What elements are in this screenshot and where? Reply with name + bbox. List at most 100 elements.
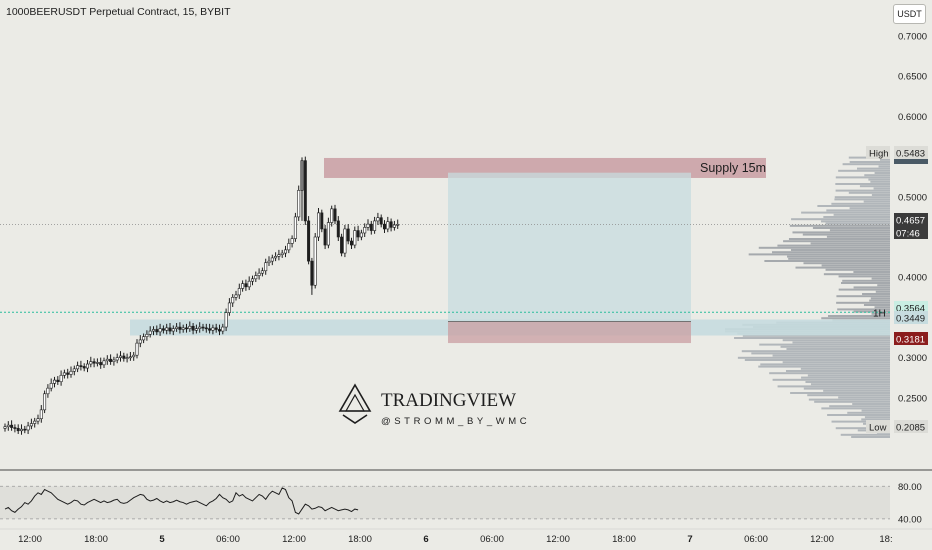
candle [33, 420, 37, 424]
candle [168, 327, 172, 332]
candle [185, 327, 189, 330]
logo-base [342, 414, 368, 424]
candle [376, 217, 380, 222]
rsi-band [0, 486, 890, 519]
profile-bar [842, 279, 890, 282]
candle [208, 328, 212, 331]
profile-bar [748, 253, 890, 256]
candle [353, 230, 357, 246]
candle [264, 262, 268, 272]
x-tick-label: 12:00 [18, 534, 42, 545]
profile-bar [842, 163, 890, 166]
candle [356, 230, 360, 238]
candle [307, 220, 311, 262]
high-value-bg [894, 146, 928, 159]
profile-bar [772, 354, 890, 357]
profile-bar [792, 231, 890, 234]
candle [125, 357, 129, 359]
profile-bar [853, 271, 890, 273]
x-tick-label: 12:00 [810, 534, 834, 545]
candle [267, 260, 271, 264]
profile-bar [800, 367, 890, 370]
profile-bar [877, 284, 890, 287]
candle [194, 328, 198, 331]
candle [23, 428, 27, 431]
profile-bar [838, 396, 890, 399]
profile-bar [838, 169, 890, 172]
profile-bar [812, 227, 890, 229]
candle [6, 424, 10, 428]
symbol-title: 1000BEERUSDT Perpetual Contract, 15, BYB… [6, 6, 231, 18]
rsi-line [4, 487, 359, 515]
high-value: 0.5483 [896, 149, 925, 160]
profile-bar [807, 394, 890, 397]
candle [69, 370, 73, 375]
profile-bar [831, 202, 890, 205]
profile-bar [792, 341, 890, 344]
candle [56, 379, 60, 383]
profile-bar [834, 196, 890, 199]
candle [218, 329, 222, 332]
profile-bar [788, 257, 890, 260]
candle [211, 327, 215, 331]
profile-bar [758, 246, 890, 249]
profile-bar [840, 433, 890, 436]
profile-bar [734, 337, 890, 339]
profile-bar [787, 255, 890, 258]
profile-bar [785, 370, 890, 372]
high-tag: High [869, 149, 889, 160]
candle [49, 383, 53, 389]
candle [109, 358, 113, 362]
x-tick-label: 18: [879, 534, 892, 545]
profile-bar [864, 416, 890, 419]
profile-bar [772, 251, 890, 254]
candle [62, 372, 66, 376]
candle [214, 327, 218, 330]
candle [89, 361, 93, 365]
y-tick-label: 0.2500 [898, 393, 927, 404]
candle [224, 312, 228, 328]
candle [270, 257, 274, 262]
low-value-bg [894, 420, 928, 433]
profile-bar [827, 315, 890, 317]
profile-bar [836, 301, 890, 304]
profile-bar [751, 352, 890, 355]
profile-bar [863, 304, 890, 306]
candle [234, 294, 238, 298]
stop-badge: 0.3181 [896, 335, 925, 346]
candle [313, 236, 317, 286]
candle [188, 325, 192, 329]
profile-bar [803, 387, 890, 390]
candle [241, 283, 245, 289]
candle [251, 278, 255, 282]
countdown-badge-bg [894, 226, 928, 239]
profile-bar [790, 249, 890, 251]
x-tick-label: 18:00 [612, 534, 636, 545]
x-tick-label: 18:00 [348, 534, 372, 545]
candle [112, 359, 116, 362]
candle [373, 220, 377, 231]
candle [16, 428, 20, 432]
candle [142, 336, 146, 341]
profile-bar [835, 189, 890, 192]
currency-button[interactable]: USDT [893, 4, 926, 24]
low-tag: Low [869, 423, 887, 434]
profile-bar [870, 180, 890, 183]
profile-bar [802, 233, 890, 236]
profile-bar [871, 194, 890, 196]
profile-bar [808, 398, 890, 401]
x-tick-label: 12:00 [546, 534, 570, 545]
profile-bar [857, 167, 890, 170]
logo-inner [344, 393, 366, 412]
candle [148, 330, 152, 335]
candle [320, 212, 324, 230]
profile-bar [863, 200, 890, 203]
profile-bar [791, 218, 890, 221]
candle [359, 232, 363, 238]
profile-bar [827, 414, 890, 416]
level-badge-2-bg [894, 311, 928, 324]
y-tick-label: 0.4000 [898, 273, 927, 284]
candle [326, 222, 330, 246]
profile-bar [777, 385, 890, 388]
